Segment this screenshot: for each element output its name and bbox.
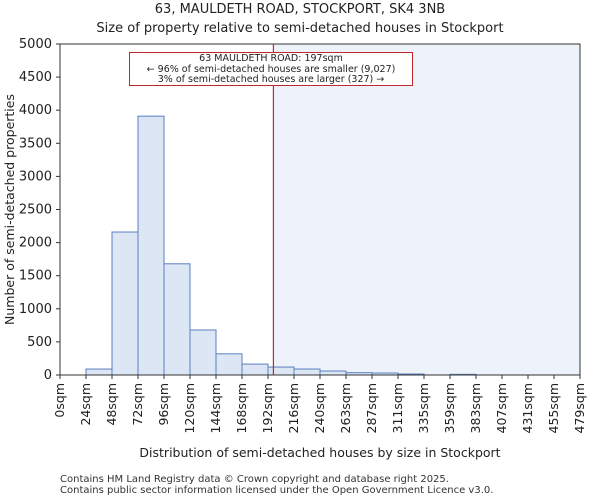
x-tick-label: 72sqm: [130, 383, 145, 426]
x-tick-label: 407sqm: [494, 383, 509, 433]
y-tick-label: 2000: [19, 236, 52, 251]
x-tick-label: 24sqm: [78, 383, 93, 426]
annotation-box: 63 MAULDETH ROAD: 197sqm ← 96% of semi-d…: [129, 52, 413, 86]
histogram-bar: [241, 363, 269, 376]
chart-title: 63, MAULDETH ROAD, STOCKPORT, SK4 3NB: [154, 2, 446, 17]
y-tick-label: 0: [44, 368, 52, 383]
annotation-line-2: ← 96% of semi-detached houses are smalle…: [146, 63, 396, 75]
histogram-bar: [319, 370, 347, 376]
x-tick-label: 335sqm: [416, 383, 431, 433]
annotation-line-3: 3% of semi-detached houses are larger (3…: [157, 74, 385, 85]
y-axis-label: Number of semi-detached properties: [2, 94, 17, 325]
x-tick-label: 359sqm: [442, 383, 457, 433]
histogram-bar: [293, 368, 321, 376]
x-tick-label: 120sqm: [182, 383, 197, 433]
x-tick-label: 383sqm: [468, 383, 483, 433]
x-tick-label: 168sqm: [234, 383, 249, 433]
x-tick-label: 311sqm: [390, 383, 405, 433]
y-tick-label: 3000: [19, 169, 52, 184]
y-tick-label: 2500: [19, 203, 52, 218]
x-tick-label: 96sqm: [156, 383, 171, 426]
annotation-line-1: 63 MAULDETH ROAD: 197sqm: [199, 53, 343, 64]
x-tick-label: 216sqm: [286, 383, 301, 433]
x-tick-label: 48sqm: [104, 383, 119, 426]
x-tick-label: 479sqm: [572, 383, 587, 433]
x-tick-label: 144sqm: [208, 383, 223, 433]
x-tick-label: 192sqm: [260, 383, 275, 433]
y-tick-label: 4500: [19, 70, 52, 85]
highlight-region: [273, 44, 580, 375]
histogram-bar: [111, 231, 139, 376]
x-axis-label: Distribution of semi-detached houses by …: [139, 445, 500, 460]
x-tick-label: 287sqm: [364, 383, 379, 433]
x-tick-label: 240sqm: [312, 383, 327, 433]
histogram-bar: [189, 329, 217, 376]
y-tick-label: 4000: [19, 103, 52, 118]
footer-copyright: Contains HM Land Registry data © Crown c…: [60, 474, 449, 485]
histogram-bar: [85, 368, 113, 376]
histogram-bar: [163, 263, 191, 376]
footer-licence: Contains public sector information licen…: [60, 485, 494, 496]
y-tick-label: 1000: [19, 302, 52, 317]
histogram-bar: [215, 353, 243, 376]
x-tick-label: 455sqm: [546, 383, 561, 433]
x-tick-label: 431sqm: [520, 383, 535, 433]
y-tick-label: 3500: [19, 136, 52, 151]
x-tick-label: 263sqm: [338, 383, 353, 433]
y-tick-label: 500: [27, 335, 52, 350]
chart-subtitle: Size of property relative to semi-detach…: [96, 21, 504, 36]
histogram-bar: [137, 115, 165, 376]
y-tick-label: 5000: [19, 37, 52, 52]
y-tick-label: 1500: [19, 269, 52, 284]
histogram-bar: [267, 366, 295, 376]
x-tick-label: 0sqm: [52, 383, 67, 418]
